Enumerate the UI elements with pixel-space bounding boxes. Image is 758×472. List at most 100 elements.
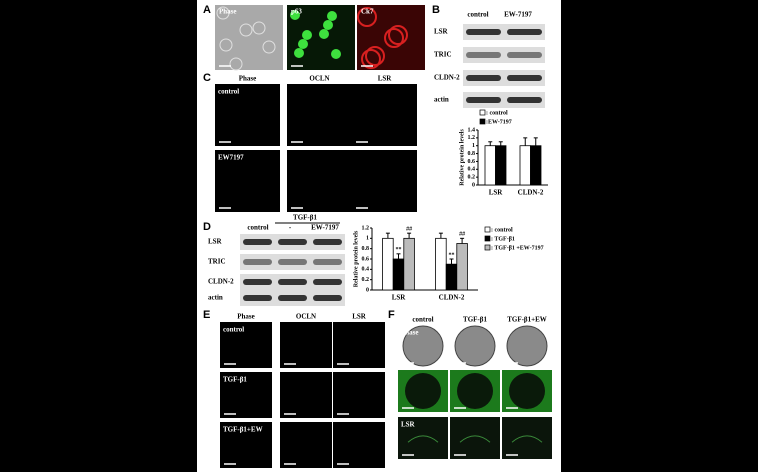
column-header: TGF-β1+EW: [507, 316, 547, 324]
spheroid: [405, 373, 441, 409]
legend-entry: :EW-7197: [486, 119, 512, 125]
spheroid: [506, 325, 548, 367]
nucleus: [331, 49, 341, 59]
y-tick-label: 1.2: [468, 135, 476, 141]
y-tick-label: 0.4: [468, 167, 476, 173]
blot-column: -: [289, 224, 292, 232]
micrograph: [215, 84, 280, 146]
bar: [484, 145, 496, 186]
y-axis-label: Relative protein levels: [353, 230, 359, 287]
significance: ##: [459, 232, 465, 238]
y-axis-label: Relative protein levels: [459, 129, 465, 186]
legend-swatch: [484, 235, 491, 242]
nucleus: [302, 30, 312, 40]
row-label: Phase: [401, 329, 419, 337]
blot-band: [278, 239, 307, 245]
micrograph: [450, 417, 500, 459]
blot-strip: [463, 70, 545, 86]
bar: [403, 237, 415, 291]
membrane: [407, 435, 439, 443]
micrograph: [215, 5, 283, 70]
blot-band: [507, 29, 542, 35]
cell-texture: [239, 23, 253, 37]
blot-band: [278, 259, 307, 265]
bar: [519, 145, 531, 186]
panel-label: E: [203, 309, 210, 321]
panel-label: F: [388, 309, 395, 321]
micrograph: [280, 422, 332, 468]
legend-swatch: [479, 118, 486, 125]
blot-strip: [463, 92, 545, 108]
significance: **: [449, 252, 455, 258]
y-tick-label: 0.8: [362, 246, 370, 252]
blot-band: [313, 295, 342, 301]
panel-label: D: [203, 221, 211, 233]
cell-texture: [252, 21, 266, 35]
cell-outline: [361, 49, 381, 69]
blot-band: [507, 75, 542, 81]
blot-band: [466, 29, 501, 35]
micrograph: [280, 322, 332, 368]
nucleus: [327, 11, 337, 21]
micrograph: [287, 150, 352, 212]
micrograph: [333, 322, 385, 368]
blot-band: [466, 75, 501, 81]
spheroid: [457, 373, 493, 409]
cell-outline: [365, 46, 385, 66]
blot-row: actin: [208, 294, 223, 302]
membrane: [511, 435, 543, 443]
row-label: TGF-β1: [223, 376, 247, 384]
blot-band: [466, 52, 501, 58]
membrane: [459, 435, 491, 443]
row-label: EW7197: [218, 154, 244, 162]
column-header: LSR: [352, 313, 367, 321]
panel-label: B: [432, 4, 440, 16]
blot-row: LSR: [434, 28, 449, 36]
blot-band: [243, 279, 272, 285]
blot-row: LSR: [208, 238, 223, 246]
blot-column: EW-7197: [311, 224, 339, 232]
cell-texture: [219, 38, 233, 52]
column-header: control: [412, 316, 433, 324]
blot-band: [507, 52, 542, 58]
x-tick-label: CLDN-2: [518, 189, 544, 197]
blot-strip: [463, 24, 545, 40]
micrograph: [287, 84, 352, 146]
micrograph: [352, 84, 417, 146]
y-tick-label: 1: [472, 143, 475, 149]
cell-outline: [357, 7, 377, 27]
bar: [392, 258, 405, 291]
y-tick-label: 1.4: [468, 127, 476, 133]
cell-texture: [262, 40, 276, 54]
blot-band: [243, 259, 272, 265]
micrograph: [357, 5, 425, 70]
blot-band: [243, 239, 272, 245]
panel-label: A: [203, 4, 211, 16]
panel-label: C: [203, 72, 211, 84]
nucleus: [298, 39, 308, 49]
significance: **: [396, 247, 402, 253]
column-header: Phase: [237, 313, 255, 321]
legend-entry: : control: [491, 227, 513, 233]
y-tick-label: 0.4: [362, 267, 370, 273]
blot-column: EW-7197: [504, 11, 532, 19]
significance: ##: [406, 227, 412, 233]
cell-texture: [229, 57, 243, 71]
blot-band: [507, 97, 542, 103]
blot-row: actin: [434, 96, 449, 104]
micrograph: [333, 372, 385, 418]
y-tick-label: 0.6: [468, 159, 476, 165]
bar: [435, 237, 447, 291]
cell-outline: [388, 25, 408, 45]
y-tick-label: 0.8: [468, 151, 476, 157]
blot-row: TRIC: [434, 51, 452, 59]
cell-outline: [384, 28, 404, 48]
blot-row: TRIC: [208, 258, 226, 266]
nucleus: [323, 20, 333, 30]
blot-band: [243, 295, 272, 301]
spheroid: [402, 325, 444, 367]
blot-strip: [463, 47, 545, 63]
row-label: control: [223, 326, 244, 334]
column-header: LSR: [378, 75, 393, 83]
